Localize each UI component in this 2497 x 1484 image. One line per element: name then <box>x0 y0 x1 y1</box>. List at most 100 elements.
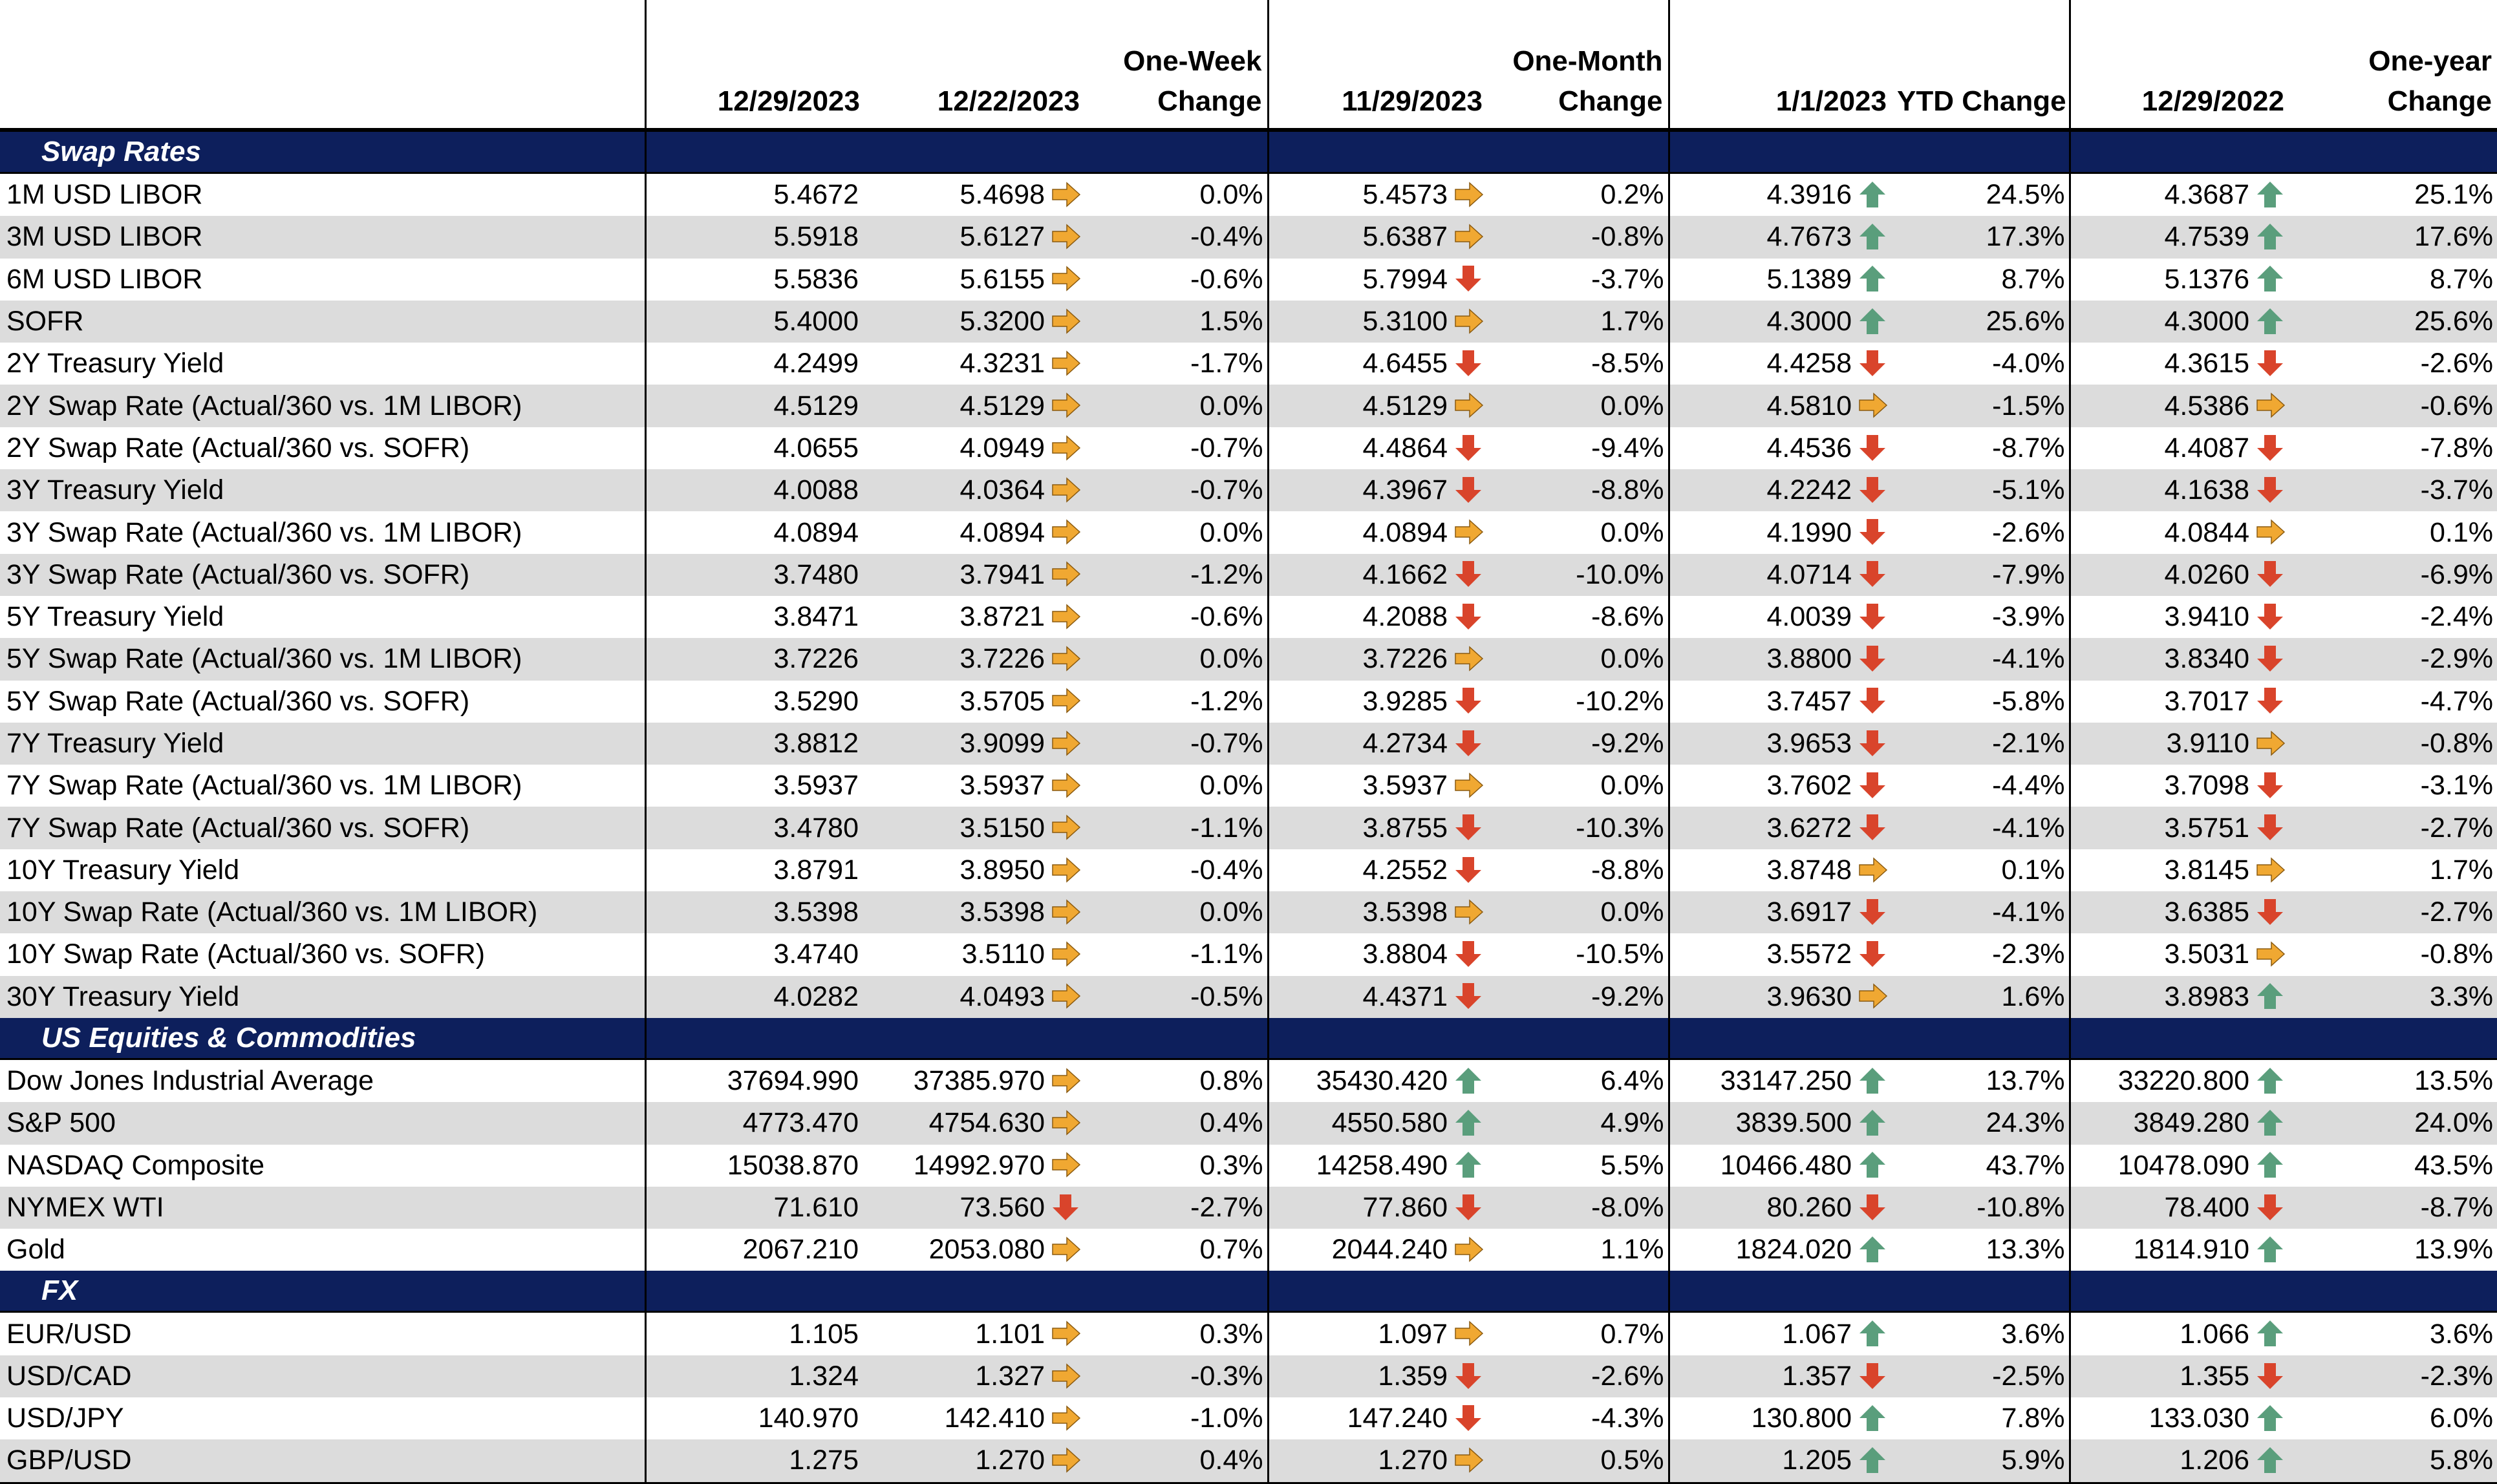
section-fill <box>644 1271 865 1313</box>
row-label: 7Y Swap Rate (Actual/360 vs. SOFR) <box>0 807 645 849</box>
section-fill <box>1267 1017 1488 1060</box>
arrow-right-icon <box>2253 729 2287 758</box>
value-week-ago-text: 3.8950 <box>959 854 1045 885</box>
month-change: -9.4% <box>1488 427 1669 470</box>
arrow-up-icon <box>2253 307 2287 335</box>
week-change: -2.7% <box>1085 1186 1268 1229</box>
header-week-change: One-Week Change <box>1085 0 1268 132</box>
table-row: 2Y Swap Rate (Actual/360 vs. SOFR) 4.0655… <box>0 427 2497 470</box>
value-current: 1.324 <box>644 1355 865 1398</box>
value-month-ago-text: 1.359 <box>1378 1360 1448 1392</box>
value-year-ago: 10478.090 <box>2068 1144 2289 1187</box>
arrow-down-icon <box>1856 349 1889 377</box>
table-row: NYMEX WTI 71.610 73.560 -2.7% 77.860 -8.0% 80.… <box>0 1186 2497 1229</box>
value-year-start: 3839.500 <box>1667 1102 1892 1145</box>
value-current: 3.8471 <box>644 595 865 639</box>
value-month-ago: 4.3967 <box>1267 469 1488 512</box>
value-year-start: 4.3000 <box>1667 300 1892 343</box>
value-year-ago: 4.3615 <box>2068 343 2289 385</box>
value-year-start-text: 4.3000 <box>1766 306 1852 337</box>
value-current: 4.2499 <box>644 343 865 385</box>
value-year-start-text: 3.9653 <box>1766 728 1852 759</box>
value-week-ago-text: 4.5129 <box>959 390 1045 421</box>
header-ytd-change: YTD Change <box>1892 0 2070 132</box>
ytd-change: 0.1% <box>1892 849 2070 892</box>
arrow-down-icon <box>2253 813 2287 842</box>
week-change: 1.5% <box>1085 300 1268 343</box>
year-change: 6.0% <box>2289 1397 2497 1440</box>
value-year-start: 4.0039 <box>1667 595 1892 639</box>
arrow-up-icon <box>2253 1446 2287 1474</box>
value-week-ago-text: 5.3200 <box>959 306 1045 337</box>
table-row: 10Y Treasury Yield 3.8791 3.8950 -0.4% 4.255… <box>0 849 2497 892</box>
month-change: 0.2% <box>1488 173 1669 217</box>
value-current: 4.0894 <box>644 511 865 554</box>
value-year-ago-text: 4.3000 <box>2164 306 2249 337</box>
arrow-right-icon <box>1452 518 1485 546</box>
value-year-start-text: 4.4536 <box>1766 432 1852 463</box>
year-change: 25.1% <box>2289 173 2497 217</box>
value-week-ago: 4.5129 <box>865 385 1085 427</box>
arrow-down-icon <box>2253 560 2287 588</box>
value-week-ago: 4.0894 <box>865 511 1085 554</box>
row-label: 10Y Treasury Yield <box>0 849 645 892</box>
section-fill <box>1667 130 1892 174</box>
month-change: -10.3% <box>1488 807 1669 849</box>
value-year-ago: 4.7539 <box>2068 216 2289 259</box>
value-month-ago: 3.8804 <box>1267 933 1488 976</box>
arrow-up-icon <box>1452 1108 1485 1137</box>
arrow-right-icon <box>1049 307 1082 335</box>
header-year-change-line2: Change <box>2387 85 2492 117</box>
table-row: 7Y Swap Rate (Actual/360 vs. SOFR) 3.4780… <box>0 807 2497 849</box>
ytd-change: -2.3% <box>1892 933 2070 976</box>
value-current: 3.7480 <box>644 553 865 596</box>
ytd-change: 43.7% <box>1892 1144 2070 1187</box>
value-current: 5.5918 <box>644 216 865 259</box>
value-year-ago-text: 1.206 <box>2180 1445 2249 1476</box>
value-month-ago-text: 4550.580 <box>1331 1107 1448 1139</box>
value-year-ago-text: 3.5751 <box>2164 812 2249 843</box>
table-row: SOFR 5.4000 5.3200 1.5% 5.3100 1.7% 4.3000 25.6… <box>0 300 2497 343</box>
section-fill <box>2068 1271 2289 1313</box>
ytd-change: 7.8% <box>1892 1397 2070 1440</box>
value-week-ago-text: 3.7226 <box>959 643 1045 675</box>
value-week-ago-text: 5.6155 <box>959 263 1045 295</box>
value-current: 4773.470 <box>644 1102 865 1145</box>
arrow-right-icon <box>1049 1108 1082 1137</box>
year-change: 8.7% <box>2289 258 2497 301</box>
ytd-change: 3.6% <box>1892 1311 2070 1355</box>
value-month-ago: 3.5937 <box>1267 765 1488 807</box>
row-label: 10Y Swap Rate (Actual/360 vs. 1M LIBOR) <box>0 891 645 934</box>
value-week-ago: 1.327 <box>865 1355 1085 1398</box>
value-week-ago-text: 3.5398 <box>959 896 1045 928</box>
row-label: 3M USD LIBOR <box>0 216 645 259</box>
header-row: 12/29/2023 12/22/2023 One-Week Change 11/… <box>0 0 2497 132</box>
ytd-change: 24.5% <box>1892 173 2070 217</box>
value-month-ago-text: 3.9285 <box>1362 685 1448 717</box>
year-change: -3.1% <box>2289 765 2497 807</box>
value-year-ago: 4.0844 <box>2068 511 2289 554</box>
value-year-start: 1824.020 <box>1667 1229 1892 1271</box>
arrow-down-icon <box>1856 518 1889 546</box>
value-year-start: 4.0714 <box>1667 553 1892 596</box>
year-change: 0.1% <box>2289 511 2497 554</box>
value-month-ago: 4.2734 <box>1267 722 1488 765</box>
arrow-down-icon <box>1452 434 1485 462</box>
ytd-change: -4.1% <box>1892 891 2070 934</box>
header-week-change-line2: Change <box>1157 85 1262 117</box>
value-month-ago: 3.5398 <box>1267 891 1488 934</box>
table-row: 10Y Swap Rate (Actual/360 vs. SOFR) 3.474… <box>0 933 2497 976</box>
arrow-right-icon <box>1049 898 1082 926</box>
arrow-down-icon <box>1452 602 1485 631</box>
ytd-change: -5.1% <box>1892 469 2070 512</box>
value-week-ago-text: 3.7941 <box>959 558 1045 590</box>
row-label: 30Y Treasury Yield <box>0 975 645 1018</box>
year-change: 13.5% <box>2289 1059 2497 1103</box>
value-year-ago: 3.8145 <box>2068 849 2289 892</box>
value-month-ago: 3.7226 <box>1267 638 1488 681</box>
value-week-ago-text: 3.9099 <box>959 728 1045 759</box>
arrow-right-icon <box>1452 898 1485 926</box>
arrow-down-icon <box>1856 686 1889 715</box>
value-week-ago: 3.5150 <box>865 807 1085 849</box>
